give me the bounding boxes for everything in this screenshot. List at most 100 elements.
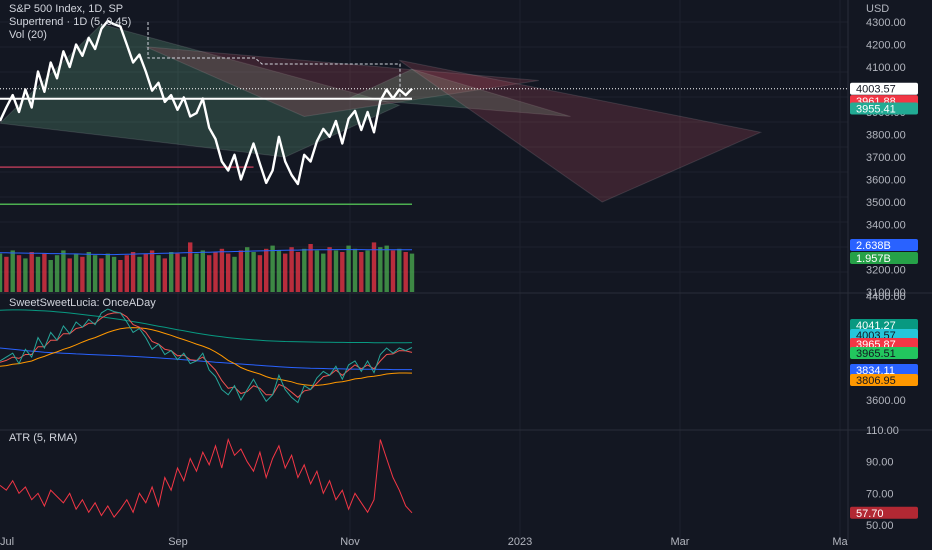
value-badge (850, 102, 918, 115)
price-tick-label: 3400.00 (866, 220, 906, 232)
volume-bar (302, 248, 307, 292)
atr-series (0, 437, 413, 518)
volume-bar (48, 260, 53, 292)
volume-bar (92, 255, 98, 292)
volume-legend: Vol (20) (9, 29, 47, 41)
volume-bar (232, 256, 237, 292)
time-tick-label: Mar (671, 536, 690, 548)
volume-bar (327, 247, 332, 292)
volume-bar (175, 253, 180, 292)
volume-bar (257, 255, 263, 292)
atr-tick-label: 90.00 (866, 457, 894, 469)
volume-bar (409, 253, 415, 292)
value-badge (850, 82, 918, 95)
volume-bar (162, 258, 167, 292)
value-badge (850, 347, 918, 359)
value-badge-text: 1.957B (856, 253, 891, 265)
price-close-line (0, 19, 413, 186)
volume-bar (207, 255, 212, 292)
volume-bar (10, 250, 15, 292)
volume-bar (295, 252, 301, 292)
volume-bar (308, 244, 313, 292)
volume-bar (118, 260, 123, 292)
atr-legend[interactable]: ATR (5, RMA) (9, 432, 78, 444)
volume-ma-line (0, 249, 412, 256)
volume-bar (80, 256, 85, 292)
cone-green (346, 68, 571, 117)
atr-tick-label: 50.00 (866, 520, 894, 532)
time-tick-label: Ma (832, 536, 848, 548)
volume-bar (61, 250, 66, 292)
indicator-tick-label: 4400.00 (866, 291, 906, 303)
volume-bar (213, 252, 218, 292)
price-tick-label: 4300.00 (866, 17, 906, 29)
time-tick-label: Jul (0, 536, 14, 548)
volume-bar (219, 248, 225, 292)
volume-bar (276, 250, 282, 292)
volume-bar (283, 253, 288, 292)
price-tick-label: 4200.00 (866, 40, 906, 52)
price-tick-label: 3800.00 (866, 130, 906, 142)
time-tick-label: Nov (340, 536, 360, 548)
volume-bar (4, 256, 9, 292)
volume-bar (333, 250, 339, 292)
volume-bar (384, 245, 389, 292)
volume-bar (130, 252, 136, 292)
volume-bar (105, 253, 110, 292)
volume-bar (371, 242, 377, 292)
volume-bar (29, 252, 34, 292)
volume-bar (314, 250, 320, 292)
volume-bar (169, 252, 174, 292)
main-title: S&P 500 Index, 1D, SP (9, 3, 124, 15)
price-tick-label: 3700.00 (866, 152, 906, 164)
volume-bar (226, 253, 231, 292)
main-legend[interactable]: S&P 500 Index, 1D, SP Supertrend · 1D (5… (9, 3, 131, 42)
volume-bar (238, 250, 244, 292)
supertrend-path (147, 22, 401, 100)
value-badge (850, 364, 918, 376)
volume-bar (35, 256, 41, 292)
volume-bar (251, 252, 256, 292)
indicator-legend[interactable]: SweetSweetLucia: OnceADay (9, 297, 156, 309)
indicator-tick-label: 3600.00 (866, 395, 906, 407)
volume-bars (0, 242, 415, 292)
volume-bar (188, 242, 193, 292)
value-badge-text: 3965.51 (856, 348, 896, 360)
volume-bar (181, 256, 186, 292)
cone-green (0, 23, 401, 158)
volume-bar (67, 258, 72, 292)
volume-bar (111, 256, 117, 292)
volume-bar (73, 253, 79, 292)
price-tick-label: 3500.00 (866, 197, 906, 209)
atr-tick-label: 110.00 (866, 425, 899, 437)
volume-bar (200, 250, 205, 292)
value-badge (850, 506, 918, 519)
value-badge-text: 2.638B (856, 240, 891, 252)
volume-bar (137, 256, 142, 292)
price-axis: 4300.004200.004100.003900.003800.003700.… (866, 17, 906, 532)
price-tick-label: 3200.00 (866, 265, 906, 277)
atr-line (0, 437, 413, 518)
time-axis: Jul Sep Nov 2023 Mar Ma (0, 536, 849, 548)
volume-bar (352, 248, 358, 292)
value-badges: 4003.573961.883955.412.638B1.957B4041.27… (850, 82, 918, 520)
volume-bar (156, 255, 161, 292)
time-tick-label: Sep (168, 536, 188, 548)
volume-bar (124, 255, 129, 292)
volume-bar (23, 258, 28, 292)
osc-teal-line (0, 309, 413, 344)
volume-bar (143, 253, 148, 292)
volume-bar (321, 253, 326, 292)
price-tick-label: 4100.00 (866, 62, 906, 74)
value-badge-text: 4003.57 (856, 84, 896, 96)
atr-tick-label: 70.00 (866, 488, 894, 500)
value-badge (850, 252, 918, 264)
forecast-cones (0, 23, 763, 203)
value-badge (850, 319, 918, 331)
price-tick-label: 3600.00 (866, 175, 906, 187)
cone-red (399, 59, 763, 203)
volume-bar (359, 252, 364, 292)
volume-bar (264, 248, 269, 292)
price-series (0, 19, 413, 186)
